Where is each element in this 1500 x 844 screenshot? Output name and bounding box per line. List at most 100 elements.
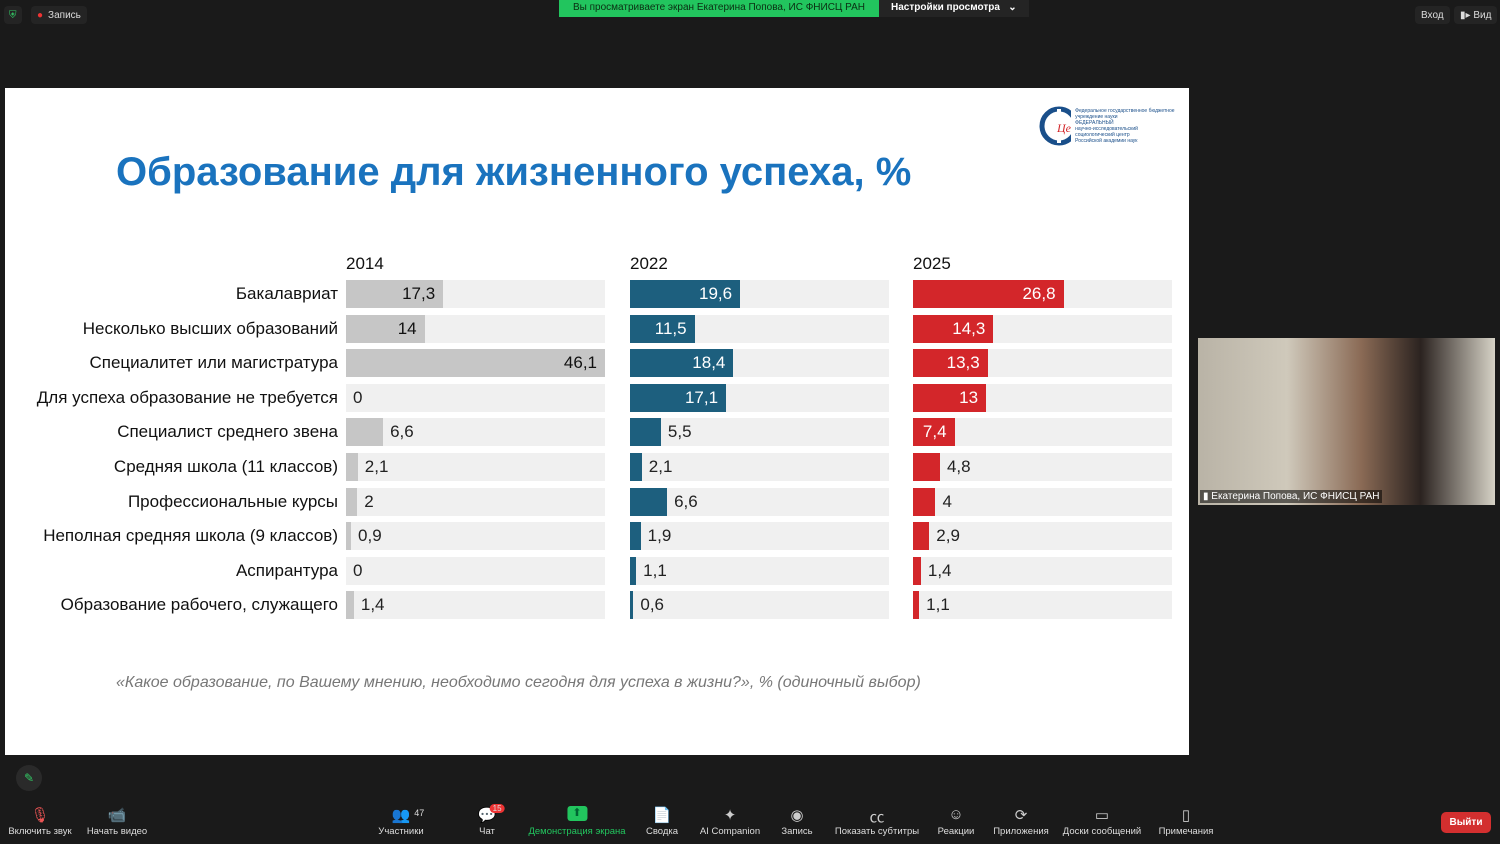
participant-video[interactable]: ▮ Екатерина Попова, ИС ФНИСЦ РАН: [1198, 338, 1495, 505]
logo-line: социологический центр: [1075, 132, 1130, 138]
bar-track: [913, 418, 1172, 447]
bar-track: [346, 383, 605, 412]
record-dot-icon: ●: [37, 9, 44, 21]
category-label: Профессиональные курсы: [127, 491, 338, 511]
toolbar-participants-button[interactable]: 👥 47 Участники: [378, 806, 424, 837]
category-label: Средняя школа (11 классов): [113, 457, 338, 476]
summary-icon: 📄: [652, 807, 672, 824]
toolbar-label: Сводка: [645, 826, 679, 837]
toolbar-apps-button[interactable]: ⟳ Приложения: [993, 806, 1049, 837]
bar-2014: [346, 314, 425, 343]
data-label: 13: [959, 387, 979, 407]
data-label: 14: [397, 318, 417, 338]
bar-2022: [630, 314, 695, 343]
bar-2025: [913, 349, 988, 378]
shared-slide: Центр Федеральное государственное бюджет…: [5, 88, 1189, 755]
reactions-icon: ☺: [948, 806, 964, 823]
toolbar-whiteboard-button[interactable]: ▭ Доски сообщений: [1063, 806, 1141, 837]
bar-2014: [346, 522, 352, 551]
bar-2025: [913, 556, 921, 585]
view-label: Вид: [1473, 9, 1492, 21]
toolbar-label: Приложения: [993, 826, 1049, 837]
toolbar-reactions-button[interactable]: ☺ Реакции: [938, 806, 975, 837]
bar-2025: [913, 280, 1064, 308]
toolbar-label: AI Companion: [699, 826, 761, 837]
series-year-label: 2022: [630, 254, 668, 273]
data-label: 0,9: [358, 526, 382, 546]
toolbar-share-screen-button[interactable]: ⬆ Демонстрация экрана: [528, 806, 626, 837]
toolbar-video-off-button[interactable]: 📹 Начать видео: [87, 806, 147, 837]
toolbar-label: Начать видео: [86, 826, 148, 837]
record-icon: ◉: [790, 807, 804, 824]
data-label: 18,4: [692, 353, 726, 373]
bar-2022: [630, 487, 668, 516]
logo-line: Федеральное государственное бюджетное уч…: [1075, 108, 1175, 120]
bar-2022: [630, 280, 741, 308]
bar-track: [346, 487, 605, 516]
category-label: Несколько высших образований: [82, 318, 338, 338]
svg-text:Центр: Центр: [1056, 121, 1071, 135]
question-note: «Какое образование, по Вашему мнению, не…: [116, 674, 921, 691]
recording-indicator[interactable]: ● Запись: [31, 6, 87, 24]
security-shield-icon[interactable]: ⛨: [4, 6, 22, 24]
data-label: 2,9: [936, 526, 960, 546]
toolbar-captions-button[interactable]: ㏄ Показать субтитры: [835, 806, 919, 837]
view-settings-button[interactable]: Настройки просмотра ⌄: [879, 0, 1029, 17]
bar-2025: [913, 314, 994, 343]
toolbar-mic-muted-button[interactable]: 🎙 Включить звук: [8, 806, 71, 837]
bar-2022: [630, 591, 634, 620]
bar-2014: [346, 453, 358, 481]
data-label: 26,8: [1022, 284, 1056, 303]
data-label: 14,3: [952, 318, 986, 338]
toolbar-notes-button[interactable]: ▯ Примечания: [1159, 806, 1214, 837]
signal-icon: ▮: [1203, 491, 1212, 502]
data-label: 6,6: [674, 491, 698, 511]
category-label: Для успеха образование не требуется: [36, 387, 338, 407]
data-label: 7,4: [922, 422, 947, 442]
bar-2014: [346, 418, 384, 447]
data-label: 17,3: [402, 284, 436, 303]
signin-button[interactable]: Вход: [1415, 6, 1450, 24]
category-label: Аспирантура: [235, 560, 338, 580]
captions-icon: ㏄: [869, 809, 885, 826]
bar-2014: [346, 487, 358, 516]
bar-2025: [913, 487, 936, 516]
data-label: 2,1: [648, 457, 673, 476]
bar-track: [913, 556, 1172, 585]
video-off-icon: 📹: [107, 807, 127, 824]
bar-track: [630, 453, 889, 481]
logo-line: ФЕДЕРАЛЬНЫЙ: [1075, 120, 1114, 126]
annotate-pen-icon[interactable]: ✎: [16, 765, 42, 791]
data-label: 1,9: [647, 526, 672, 546]
leave-button[interactable]: Выйти: [1441, 812, 1491, 833]
toolbar-label: Показать субтитры: [834, 826, 920, 837]
bar-2022: [630, 349, 734, 378]
toolbar-chat-button[interactable]: 💬 15 Чат: [478, 804, 505, 837]
toolbar-ai-companion-button[interactable]: ✦ AI Companion: [700, 806, 760, 837]
toolbar-label: Участники: [378, 826, 424, 837]
data-label: 4: [942, 491, 952, 511]
apps-icon: ⟳: [1014, 807, 1028, 824]
bar-track: [630, 556, 889, 585]
screen-share-banner: Вы просматриваете экран Екатерина Попова…: [559, 0, 1029, 17]
data-label: 4,8: [946, 457, 971, 476]
chat-unread-badge: 15: [489, 804, 505, 813]
toolbar-label: Реакции: [937, 826, 975, 837]
meeting-toolbar: 🎙 Включить звук 📹 Начать видео 👥 47 Участники 💬…: [0, 800, 1500, 844]
toolbar-summary-button[interactable]: 📄 Сводка: [646, 806, 678, 837]
series-year-label: 2025: [913, 254, 951, 273]
view-button[interactable]: ▮▸ Вид: [1454, 6, 1498, 24]
toolbar-label: Примечания: [1158, 826, 1214, 837]
data-label: 5,5: [667, 422, 692, 442]
toolbar-label: Чат: [479, 826, 495, 837]
data-label: 2: [364, 491, 374, 511]
bar-track: [346, 556, 605, 585]
toolbar-label: Запись: [781, 826, 813, 837]
bar-track: [630, 487, 889, 516]
bar-2014: [346, 349, 605, 378]
toolbar-label: Доски сообщений: [1062, 826, 1142, 837]
data-label: 0,6: [640, 595, 664, 615]
view-settings-label: Настройки просмотра: [891, 2, 1000, 13]
data-label: 46,1: [563, 353, 597, 373]
toolbar-record-button[interactable]: ◉ Запись: [781, 806, 812, 837]
